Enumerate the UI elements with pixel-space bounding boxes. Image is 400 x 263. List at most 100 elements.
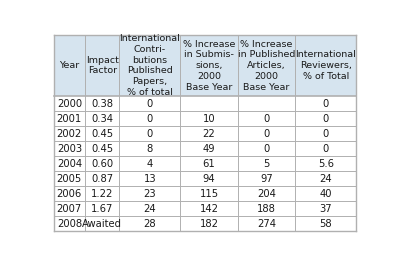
- Text: 5.6: 5.6: [318, 159, 334, 169]
- Bar: [120, 127, 180, 141]
- Bar: [85, 127, 120, 141]
- Text: 0: 0: [323, 129, 329, 139]
- Text: 0.38: 0.38: [91, 99, 113, 109]
- Text: 2008: 2008: [57, 219, 82, 229]
- Bar: [180, 201, 238, 216]
- Text: 188: 188: [257, 204, 276, 214]
- Text: 8: 8: [147, 144, 153, 154]
- Bar: [296, 171, 356, 186]
- Text: 274: 274: [257, 219, 276, 229]
- Bar: [238, 97, 296, 112]
- Text: 40: 40: [320, 189, 332, 199]
- Text: 13: 13: [144, 174, 156, 184]
- Text: 0.34: 0.34: [91, 114, 113, 124]
- Bar: [238, 186, 296, 201]
- Bar: [238, 216, 296, 231]
- Text: % Increase
in Published
Articles,
2000
Base Year: % Increase in Published Articles, 2000 B…: [238, 39, 295, 92]
- Text: 94: 94: [203, 174, 216, 184]
- Bar: [238, 112, 296, 127]
- Text: International
Contri-
butions
Published
Papers,
% of total: International Contri- butions Published …: [120, 34, 180, 97]
- Text: 0: 0: [264, 144, 270, 154]
- Bar: [238, 156, 296, 171]
- Bar: [120, 171, 180, 186]
- Bar: [180, 141, 238, 156]
- Bar: [180, 216, 238, 231]
- Bar: [85, 35, 120, 97]
- Text: 5: 5: [264, 159, 270, 169]
- Bar: [54, 201, 85, 216]
- Bar: [296, 156, 356, 171]
- Text: 1.22: 1.22: [91, 189, 114, 199]
- Bar: [54, 171, 85, 186]
- Bar: [296, 141, 356, 156]
- Bar: [85, 141, 120, 156]
- Text: 0: 0: [323, 114, 329, 124]
- Bar: [120, 201, 180, 216]
- Bar: [54, 127, 85, 141]
- Bar: [180, 112, 238, 127]
- Text: 2004: 2004: [57, 159, 82, 169]
- Text: 0: 0: [323, 144, 329, 154]
- Text: 0.45: 0.45: [91, 129, 113, 139]
- Text: 37: 37: [320, 204, 332, 214]
- Text: 204: 204: [257, 189, 276, 199]
- Bar: [296, 112, 356, 127]
- Text: 0: 0: [147, 129, 153, 139]
- Text: 58: 58: [320, 219, 332, 229]
- Text: 22: 22: [203, 129, 216, 139]
- Text: 0.60: 0.60: [91, 159, 113, 169]
- Bar: [238, 171, 296, 186]
- Text: 4: 4: [147, 159, 153, 169]
- Text: 1.67: 1.67: [91, 204, 114, 214]
- Bar: [120, 186, 180, 201]
- Text: 2006: 2006: [57, 189, 82, 199]
- Bar: [180, 186, 238, 201]
- Bar: [296, 216, 356, 231]
- Bar: [120, 141, 180, 156]
- Text: 0: 0: [323, 99, 329, 109]
- Text: 0: 0: [147, 114, 153, 124]
- Bar: [180, 97, 238, 112]
- Text: Awaited: Awaited: [82, 219, 122, 229]
- Text: International
Reviewers,
% of Total: International Reviewers, % of Total: [296, 50, 356, 81]
- Text: Impact
Factor: Impact Factor: [86, 56, 119, 75]
- Text: 2001: 2001: [57, 114, 82, 124]
- Text: 23: 23: [144, 189, 156, 199]
- Text: 0: 0: [147, 99, 153, 109]
- Bar: [85, 201, 120, 216]
- Bar: [296, 97, 356, 112]
- Text: 2000: 2000: [57, 99, 82, 109]
- Bar: [85, 97, 120, 112]
- Text: 28: 28: [144, 219, 156, 229]
- Text: 142: 142: [200, 204, 219, 214]
- Text: 24: 24: [144, 204, 156, 214]
- Text: 2003: 2003: [57, 144, 82, 154]
- Bar: [120, 156, 180, 171]
- Text: Year: Year: [59, 61, 80, 70]
- Bar: [120, 35, 180, 97]
- Bar: [85, 112, 120, 127]
- Text: 2005: 2005: [57, 174, 82, 184]
- Bar: [54, 141, 85, 156]
- Text: 49: 49: [203, 144, 216, 154]
- Text: 115: 115: [200, 189, 219, 199]
- Bar: [54, 186, 85, 201]
- Text: 10: 10: [203, 114, 216, 124]
- Bar: [180, 35, 238, 97]
- Text: 97: 97: [260, 174, 273, 184]
- Text: 0: 0: [264, 114, 270, 124]
- Bar: [54, 216, 85, 231]
- Bar: [85, 186, 120, 201]
- Text: % Increase
in Submis-
sions,
2000
Base Year: % Increase in Submis- sions, 2000 Base Y…: [183, 39, 235, 92]
- Bar: [238, 141, 296, 156]
- Text: 0.87: 0.87: [91, 174, 113, 184]
- Bar: [120, 216, 180, 231]
- Bar: [238, 127, 296, 141]
- Bar: [180, 171, 238, 186]
- Bar: [120, 97, 180, 112]
- Bar: [238, 201, 296, 216]
- Bar: [54, 112, 85, 127]
- Bar: [54, 97, 85, 112]
- Bar: [85, 171, 120, 186]
- Bar: [85, 156, 120, 171]
